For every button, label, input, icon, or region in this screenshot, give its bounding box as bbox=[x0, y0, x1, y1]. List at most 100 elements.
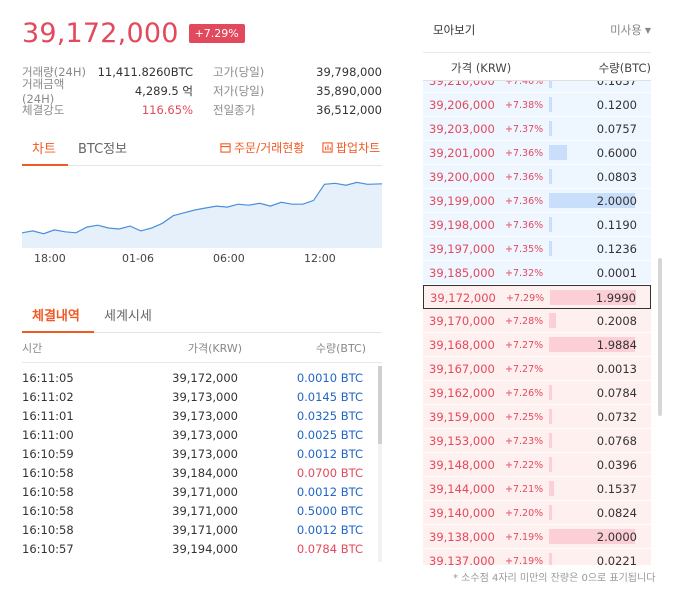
depth-bar bbox=[549, 553, 552, 565]
orderbook-row[interactable]: 39,206,000 +7.38% 0.1200 bbox=[423, 93, 651, 117]
x-tick-label: 12:00 bbox=[304, 252, 336, 265]
orderbook-change: +7.29% bbox=[506, 293, 545, 304]
orderbook-price: 39,200,000 bbox=[429, 170, 495, 184]
stat-value: 116.65% bbox=[141, 102, 193, 117]
orderbook-row[interactable]: 39,168,000 +7.27% 1.9884 bbox=[423, 333, 651, 357]
col-time: 시간 bbox=[22, 342, 43, 355]
orderbook-qty: 2.0000 bbox=[596, 194, 637, 208]
trade-time: 16:11:05 bbox=[22, 371, 74, 385]
trade-time: 16:10:58 bbox=[22, 523, 74, 537]
stat-value: 35,890,000 bbox=[316, 83, 382, 98]
orderbook-change: +7.36% bbox=[505, 220, 544, 231]
orderbook-row[interactable]: 39,185,000 +7.32% 0.0001 bbox=[423, 261, 651, 285]
orderbook-row[interactable]: 39,203,000 +7.37% 0.0757 bbox=[423, 117, 651, 141]
orderbook-change: +7.32% bbox=[505, 268, 544, 279]
trade-list[interactable]: 16:11:05 39,172,000 0.0010 BTC 16:11:02 39,… bbox=[22, 368, 368, 564]
tab-btc-info[interactable]: BTC정보 bbox=[78, 142, 128, 157]
stat-value: 39,798,000 bbox=[316, 64, 382, 79]
tab-trade-history[interactable]: 체결내역 bbox=[32, 309, 80, 324]
current-price: 39,172,000 bbox=[22, 18, 179, 49]
stat-row: 거래금액(24H) 4,289.5 억 저가(당일) 35,890,000 bbox=[22, 77, 382, 106]
popup-chart-label: 팝업차트 bbox=[336, 141, 381, 155]
orderbook-row[interactable]: 39,162,000 +7.26% 0.0784 bbox=[423, 381, 651, 405]
orderbook-price: 39,206,000 bbox=[429, 98, 495, 112]
depth-bar bbox=[549, 145, 567, 160]
trade-scrollbar[interactable] bbox=[378, 366, 382, 562]
table-row: 16:11:01 39,173,000 0.0325 BTC bbox=[22, 406, 368, 425]
stat-label: 체결강도 bbox=[22, 102, 65, 117]
trade-price: 39,172,000 bbox=[172, 371, 238, 385]
orderbook-row[interactable]: 39,153,000 +7.23% 0.0768 bbox=[423, 429, 651, 453]
orderbook-scrollbar[interactable] bbox=[658, 258, 662, 416]
orderbook-row[interactable]: 39,167,000 +7.27% 0.0013 bbox=[423, 357, 651, 381]
orderbook-row[interactable]: 39,138,000 +7.19% 2.0000 bbox=[423, 525, 651, 549]
stat-label: 고가(당일) bbox=[213, 64, 265, 79]
trade-time: 16:11:02 bbox=[22, 390, 74, 404]
trade-time: 16:10:58 bbox=[22, 466, 74, 480]
orderbook-qty: 0.0013 bbox=[596, 362, 637, 376]
caret-down-icon: ▼ bbox=[644, 25, 651, 35]
table-row: 16:10:59 39,173,000 0.0012 BTC bbox=[22, 444, 368, 463]
orderbook-qty: 0.0824 bbox=[596, 506, 637, 520]
grouping-dropdown[interactable]: 미사용 ▼ bbox=[610, 22, 651, 38]
orderbook-row[interactable]: 39,210,000 +7.40% 0.1637 bbox=[423, 81, 651, 93]
orderbook-qty: 0.1637 bbox=[596, 81, 637, 88]
stat-row: 거래량(24H) 11,411.8260BTC 고가(당일) 39,798,00… bbox=[22, 62, 382, 81]
x-tick-label: 01-06 bbox=[122, 252, 154, 265]
tab-world-price[interactable]: 세계시세 bbox=[104, 309, 152, 324]
orderbook-qty: 1.9990 bbox=[595, 291, 636, 305]
order-status-link[interactable]: 주문/거래현황 bbox=[220, 139, 304, 156]
price-chart[interactable] bbox=[22, 170, 382, 248]
orderbook-change: +7.19% bbox=[505, 532, 544, 543]
orderbook-price: 39,148,000 bbox=[429, 458, 495, 472]
orderbook-price: 39,203,000 bbox=[429, 122, 495, 136]
scrollbar-thumb[interactable] bbox=[378, 366, 382, 444]
depth-bar bbox=[549, 457, 552, 472]
orderbook-row[interactable]: 39,199,000 +7.36% 2.0000 bbox=[423, 189, 651, 213]
orderbook-row-current[interactable]: 39,172,000 +7.29% 1.9990 bbox=[423, 285, 651, 309]
orderbook-row[interactable]: 39,201,000 +7.36% 0.6000 bbox=[423, 141, 651, 165]
trade-table-header: 시간 가격(KRW) 수량(BTC) bbox=[22, 340, 382, 356]
orderbook-row[interactable]: 39,137,000 +7.19% 0.0221 bbox=[423, 549, 651, 565]
orderbook-list[interactable]: 39,210,000 +7.40% 0.1637 39,206,000 +7.38% 0.… bbox=[423, 81, 651, 565]
table-row: 16:10:58 39,171,000 0.5000 BTC bbox=[22, 501, 368, 520]
orderbook-row[interactable]: 39,148,000 +7.22% 0.0396 bbox=[423, 453, 651, 477]
x-tick-label: 06:00 bbox=[213, 252, 245, 265]
orderbook-qty: 0.0221 bbox=[596, 554, 637, 565]
orderbook-price: 39,137,000 bbox=[429, 554, 495, 565]
orderbook-qty: 1.9884 bbox=[596, 338, 637, 352]
orderbook-qty: 0.0001 bbox=[596, 266, 637, 280]
orderbook-row[interactable]: 39,198,000 +7.36% 0.1190 bbox=[423, 213, 651, 237]
table-row: 16:11:00 39,173,000 0.0025 BTC bbox=[22, 425, 368, 444]
popup-chart-link[interactable]: 팝업차트 bbox=[322, 139, 380, 156]
orderbook-price: 39,198,000 bbox=[429, 218, 495, 232]
trade-time: 16:10:58 bbox=[22, 504, 74, 518]
chart-area-fill bbox=[22, 182, 382, 248]
divider bbox=[423, 52, 651, 53]
table-row: 16:10:57 39,194,000 0.0784 BTC bbox=[22, 539, 368, 558]
orderbook-row[interactable]: 39,200,000 +7.36% 0.0803 bbox=[423, 165, 651, 189]
orderbook-price: 39,197,000 bbox=[429, 242, 495, 256]
trade-qty: 0.0012 BTC bbox=[296, 523, 363, 537]
orderbook-qty: 0.1190 bbox=[596, 218, 637, 232]
orderbook-title: 모아보기 bbox=[433, 23, 476, 37]
orderbook-row[interactable]: 39,159,000 +7.25% 0.0732 bbox=[423, 405, 651, 429]
stat-value: 36,512,000 bbox=[316, 102, 382, 117]
orderbook-change: +7.36% bbox=[505, 196, 544, 207]
orderbook-row[interactable]: 39,197,000 +7.35% 0.1236 bbox=[423, 237, 651, 261]
orderbook-row[interactable]: 39,140,000 +7.20% 0.0824 bbox=[423, 501, 651, 525]
orderbook-change: +7.25% bbox=[505, 412, 544, 423]
orderbook-row[interactable]: 39,144,000 +7.21% 0.1537 bbox=[423, 477, 651, 501]
depth-bar bbox=[550, 290, 636, 305]
depth-bar bbox=[549, 217, 552, 232]
depth-bar bbox=[549, 433, 552, 448]
orderbook-price: 39,201,000 bbox=[429, 146, 495, 160]
trade-qty: 0.5000 BTC bbox=[296, 504, 363, 518]
tab-chart[interactable]: 차트 bbox=[32, 142, 56, 157]
orderbook-row[interactable]: 39,170,000 +7.28% 0.2008 bbox=[423, 309, 651, 333]
trade-qty: 0.0145 BTC bbox=[296, 390, 363, 404]
table-row: 16:10:58 39,171,000 0.0012 BTC bbox=[22, 482, 368, 501]
trade-price: 39,173,000 bbox=[172, 447, 238, 461]
orderbook-change: +7.35% bbox=[505, 244, 544, 255]
tab-underline bbox=[22, 164, 68, 166]
